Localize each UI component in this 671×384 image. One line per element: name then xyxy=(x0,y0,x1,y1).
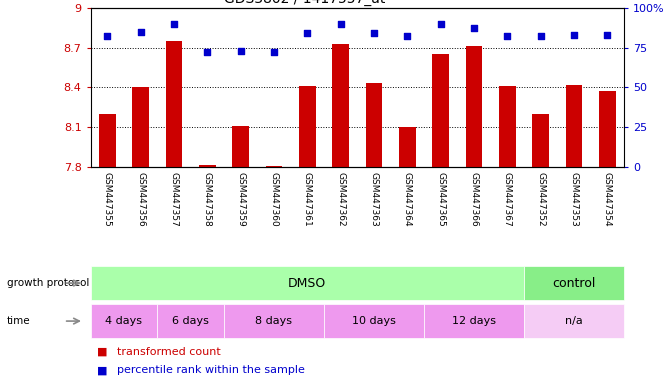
Point xyxy=(102,33,113,40)
Point xyxy=(136,28,146,35)
Text: time: time xyxy=(7,316,30,326)
Text: ■: ■ xyxy=(97,347,108,357)
Text: 10 days: 10 days xyxy=(352,316,396,326)
Text: 4 days: 4 days xyxy=(105,316,142,326)
Text: GSM447363: GSM447363 xyxy=(370,172,378,227)
Text: 6 days: 6 days xyxy=(172,316,209,326)
Bar xyxy=(499,86,516,167)
Point xyxy=(268,49,279,55)
Bar xyxy=(432,54,449,167)
Point xyxy=(336,21,346,27)
Text: GSM447364: GSM447364 xyxy=(403,172,412,227)
Point xyxy=(602,32,613,38)
Text: GSM447360: GSM447360 xyxy=(270,172,278,227)
Bar xyxy=(91,304,157,338)
Point xyxy=(568,32,579,38)
Bar xyxy=(324,304,424,338)
Bar xyxy=(266,166,282,167)
Bar xyxy=(524,304,624,338)
Bar xyxy=(199,164,215,167)
Text: GDS3802 / 1417557_at: GDS3802 / 1417557_at xyxy=(224,0,385,6)
Point xyxy=(202,49,213,55)
Text: GSM447359: GSM447359 xyxy=(236,172,245,227)
Text: control: control xyxy=(552,276,596,290)
Bar xyxy=(532,114,549,167)
Text: transformed count: transformed count xyxy=(117,347,221,357)
Point xyxy=(368,30,379,36)
Bar xyxy=(366,83,382,167)
Text: GSM447362: GSM447362 xyxy=(336,172,345,227)
Text: GSM447367: GSM447367 xyxy=(503,172,512,227)
Bar xyxy=(332,43,349,167)
Text: GSM447366: GSM447366 xyxy=(470,172,478,227)
Text: GSM447352: GSM447352 xyxy=(536,172,545,227)
Point xyxy=(468,25,479,31)
Bar xyxy=(157,304,224,338)
Bar xyxy=(132,88,149,167)
Text: 12 days: 12 days xyxy=(452,316,496,326)
Text: GSM447354: GSM447354 xyxy=(603,172,612,227)
Point xyxy=(236,48,246,54)
Bar xyxy=(91,266,524,300)
Text: GSM447361: GSM447361 xyxy=(303,172,312,227)
Bar xyxy=(466,46,482,167)
Point xyxy=(535,33,546,40)
Text: growth protocol: growth protocol xyxy=(7,278,89,288)
Bar xyxy=(224,304,324,338)
Text: GSM447353: GSM447353 xyxy=(570,172,578,227)
Text: GSM447355: GSM447355 xyxy=(103,172,112,227)
Text: percentile rank within the sample: percentile rank within the sample xyxy=(117,365,305,375)
Text: GSM447357: GSM447357 xyxy=(170,172,178,227)
Text: DMSO: DMSO xyxy=(288,276,326,290)
Text: n/a: n/a xyxy=(565,316,583,326)
Text: GSM447358: GSM447358 xyxy=(203,172,212,227)
Bar xyxy=(424,304,524,338)
Point xyxy=(502,33,513,40)
Bar xyxy=(166,41,183,167)
Bar xyxy=(599,91,616,167)
Bar xyxy=(399,127,415,167)
Bar xyxy=(524,266,624,300)
Text: GSM447365: GSM447365 xyxy=(436,172,445,227)
Point xyxy=(402,33,413,40)
Text: GSM447356: GSM447356 xyxy=(136,172,145,227)
Text: 8 days: 8 days xyxy=(256,316,293,326)
Bar xyxy=(232,126,249,167)
Point xyxy=(168,21,179,27)
Bar xyxy=(299,86,315,167)
Bar xyxy=(99,114,115,167)
Point xyxy=(302,30,313,36)
Point xyxy=(435,21,446,27)
Bar xyxy=(566,85,582,167)
Text: ■: ■ xyxy=(97,365,108,375)
